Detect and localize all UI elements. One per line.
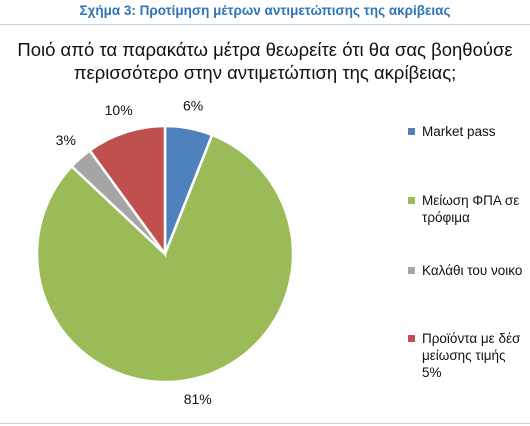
chart-title-line-1: Ποιό από τα παρακάτω μέτρα θεωρείτε ότι … (17, 39, 513, 60)
legend-swatch-household-basket (408, 267, 415, 274)
chart-title-line-2: περισσότερο στην αντιμετώπιση της ακρίβε… (73, 62, 457, 83)
legend-swatch-vat-reduction (408, 197, 415, 204)
figure-caption: Σχήμα 3: Προτίμηση μέτρων αντιμετώπισης … (0, 0, 530, 25)
legend-label-household-basket: Καλάθι του νοικο (422, 263, 523, 278)
legend-swatch-market-pass (408, 128, 415, 135)
legend-label-price-reduction-products: Προϊόντα με δέσ μείωσης τιμής (422, 331, 521, 363)
legend-swatch-price-reduction-products (408, 335, 415, 342)
legend-label-market-pass: Market pass (422, 124, 496, 139)
pie-slice-price-reduction-products (88, 124, 167, 258)
pie-data-label-household-basket: 3% (56, 132, 76, 148)
pie-data-label-price-reduction-products: 10% (105, 102, 133, 118)
bottom-rule (0, 423, 530, 424)
legend-trailing-label: 5% (422, 365, 442, 380)
pie-data-label-vat-reduction: 81% (184, 391, 212, 407)
chart-title: Ποιό από τα παρακάτω μέτρα θεωρείτε ότι … (0, 38, 530, 84)
pie-data-label-market-pass: 6% (183, 97, 203, 113)
chart-legend: Market pass Μείωση ΦΠΑ σε τρόφιμα Καλάθι… (408, 0, 530, 426)
legend-label-vat-reduction: Μείωση ΦΠΑ σε τρόφιμα (422, 193, 520, 225)
pie-slice-vat-reduction (35, 133, 295, 384)
